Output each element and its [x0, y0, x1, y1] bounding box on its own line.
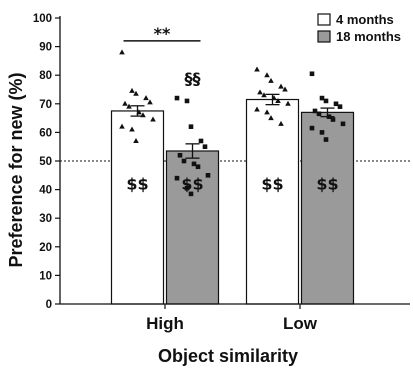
legend-swatch-18-months: [317, 30, 331, 43]
legend: 4 months 18 months: [317, 12, 401, 44]
data-point-square: [330, 117, 336, 122]
y-tick-label: 10: [39, 270, 52, 282]
y-axis-title: Preference for new (%): [6, 72, 26, 267]
data-point-square: [191, 161, 197, 167]
data-point-square: [184, 98, 190, 104]
data-point-square: [198, 138, 204, 144]
data-point-square: [181, 158, 187, 164]
legend-label-4-months: 4 months: [336, 12, 394, 27]
y-tick-label: 30: [39, 213, 52, 225]
annotation-dollar: $$: [126, 175, 148, 194]
bar-4-months-high: [110, 110, 165, 305]
data-point-triangle: [129, 87, 135, 93]
data-point-square: [319, 95, 325, 101]
data-point-square: [177, 152, 183, 158]
data-point-square: [202, 144, 208, 149]
y-tick-label: 0: [46, 299, 52, 311]
data-point-triangle: [275, 97, 281, 103]
data-point-triangle: [147, 99, 153, 105]
data-point-square: [195, 164, 201, 170]
data-point-square: [188, 191, 194, 197]
data-point-square: [323, 98, 329, 104]
y-tick-label: 50: [39, 156, 52, 168]
axes: 0 10 20 30 40 50 60 70 80 90 100 High Low: [33, 13, 410, 333]
data-point-square: [319, 130, 325, 135]
annotation-dollar: $$: [181, 175, 203, 194]
data-point-square: [316, 111, 322, 117]
legend-swatch-4-months: [317, 13, 331, 26]
data-point-triangle: [119, 49, 125, 55]
data-point-square: [326, 114, 332, 119]
data-point-triangle: [268, 115, 274, 121]
data-point-triangle: [268, 77, 274, 83]
y-tick-label: 80: [39, 70, 52, 82]
bars: [110, 93, 355, 305]
bar-4-months-low: [245, 98, 300, 305]
y-tick-label: 60: [39, 127, 52, 139]
data-point-triangle: [264, 109, 270, 115]
data-point-triangle: [254, 66, 260, 72]
significance-stars: **: [154, 24, 171, 43]
annotation-dollar: $$: [316, 175, 338, 194]
data-point-square: [309, 125, 315, 131]
data-point-triangle: [261, 92, 267, 98]
data-point-triangle: [150, 116, 156, 122]
annotation-dollar: $$: [261, 175, 283, 194]
y-tick-label: 20: [39, 242, 52, 254]
data-point-square: [337, 104, 343, 109]
legend-label-18-months: 18 months: [336, 29, 401, 44]
data-point-triangle: [126, 103, 132, 109]
y-tick-label: 90: [39, 42, 52, 54]
data-point-triangle: [254, 106, 260, 112]
data-point-triangle: [264, 72, 270, 78]
x-tick-label: High: [146, 314, 184, 333]
data-point-triangle: [278, 120, 284, 126]
data-point-square: [174, 95, 180, 101]
x-axis-title: Object similarity: [158, 346, 298, 366]
annotations: $$ $$ $$ $$ ** §§: [123, 24, 339, 194]
data-point-triangle: [136, 109, 142, 115]
data-point-triangle: [285, 100, 291, 106]
data-point-triangle: [271, 95, 277, 101]
data-point-square: [323, 137, 329, 142]
data-point-square: [184, 185, 190, 191]
data-point-square: [309, 71, 315, 77]
x-tick-label: Low: [283, 314, 318, 333]
data-point-square: [312, 108, 318, 114]
data-point-square: [340, 121, 346, 127]
significance-section-marks: §§: [185, 69, 201, 88]
data-point-triangle: [129, 126, 135, 132]
data-point-square: [174, 175, 180, 181]
data-point-triangle: [122, 100, 128, 106]
data-point-triangle: [140, 112, 146, 118]
data-point-triangle: [257, 89, 263, 95]
data-point-square: [188, 124, 194, 129]
data-point-square: [205, 173, 211, 178]
data-point-triangle: [143, 95, 149, 101]
data-point-triangle: [133, 137, 139, 143]
data-point-square: [333, 101, 339, 107]
data-points: [119, 49, 346, 197]
y-tick-label: 40: [39, 185, 52, 197]
data-point-triangle: [133, 90, 139, 96]
y-tick-label: 100: [33, 13, 52, 25]
data-point-triangle: [278, 83, 284, 89]
data-point-triangle: [282, 86, 288, 92]
y-tick-label: 70: [39, 99, 52, 111]
data-point-triangle: [119, 123, 125, 129]
